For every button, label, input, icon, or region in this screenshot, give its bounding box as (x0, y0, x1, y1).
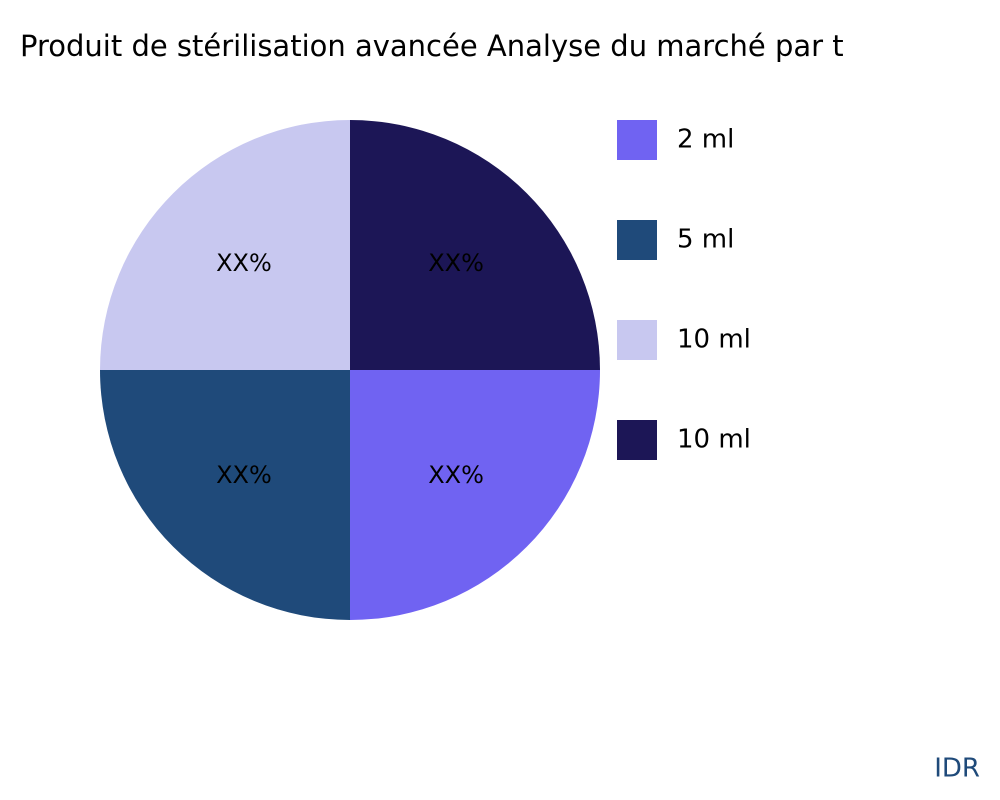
pie-slice (350, 370, 600, 620)
slice-label: XX% (216, 249, 272, 277)
chart-title: Produit de stérilisation avancée Analyse… (20, 29, 844, 63)
legend-swatch (617, 420, 657, 460)
slice-label: XX% (428, 461, 484, 489)
legend-label: 2 ml (677, 125, 734, 155)
legend-label: 10 ml (677, 325, 751, 355)
legend-swatch (617, 220, 657, 260)
legend-label: 10 ml (677, 425, 751, 455)
legend-swatch (617, 320, 657, 360)
watermark: IDR (934, 754, 980, 784)
slice-label: XX% (428, 249, 484, 277)
legend-label: 5 ml (677, 225, 734, 255)
pie-slice (350, 120, 600, 370)
slice-label: XX% (216, 461, 272, 489)
pie-slice (100, 120, 350, 370)
legend-swatch (617, 120, 657, 160)
pie-slice (100, 370, 350, 620)
